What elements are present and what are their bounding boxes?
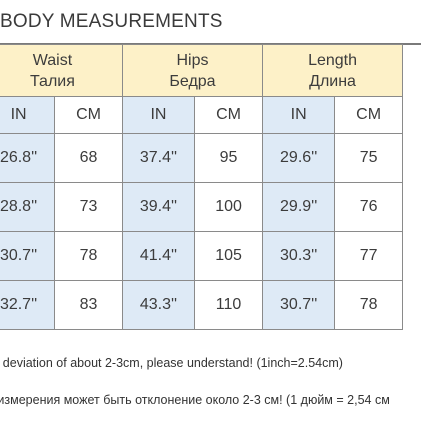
unit-cm: CM bbox=[194, 96, 264, 134]
column-header-en: Hips bbox=[176, 51, 209, 69]
waist-cm-cell: 78 bbox=[54, 231, 123, 281]
waist-in-cell: 30.7'' bbox=[0, 231, 56, 281]
deviation-note-ru: о измерения может быть отклонение около … bbox=[0, 393, 390, 407]
column-header-ru: Бедра bbox=[169, 72, 216, 90]
deviation-note-en: be a deviation of about 2-3cm, please un… bbox=[0, 356, 343, 370]
length-cm-cell: 76 bbox=[334, 182, 403, 232]
column-header-waist: Waist Талия bbox=[0, 44, 123, 97]
hips-in-cell: 39.4'' bbox=[121, 182, 196, 232]
table-row: 26.8'' 68 37.4'' 95 29.6'' 75 bbox=[0, 133, 403, 183]
unit-in: IN bbox=[262, 96, 336, 134]
table-row: 32.7'' 83 43.3'' 110 30.7'' 78 bbox=[0, 280, 403, 330]
unit-in: IN bbox=[121, 96, 196, 134]
length-cm-cell: 78 bbox=[334, 280, 403, 330]
length-in-cell: 29.6'' bbox=[262, 133, 336, 183]
column-header-en: Length bbox=[308, 51, 357, 69]
unit-cm: CM bbox=[54, 96, 123, 134]
length-cm-cell: 77 bbox=[334, 231, 403, 281]
table-row: 28.8'' 73 39.4'' 100 29.9'' 76 bbox=[0, 182, 403, 232]
waist-cm-cell: 73 bbox=[54, 182, 123, 232]
length-in-cell: 30.7'' bbox=[262, 280, 336, 330]
length-in-cell: 29.9'' bbox=[262, 182, 336, 232]
hips-in-cell: 41.4'' bbox=[121, 231, 196, 281]
column-header-ru: Длина bbox=[309, 72, 356, 90]
column-header-ru: Талия bbox=[30, 72, 75, 90]
unit-in: IN bbox=[0, 96, 56, 134]
table-row: 30.7'' 78 41.4'' 105 30.3'' 77 bbox=[0, 231, 403, 281]
unit-cm: CM bbox=[334, 96, 403, 134]
unit-row: IN CM IN CM IN CM bbox=[0, 96, 403, 134]
hips-in-cell: 43.3'' bbox=[121, 280, 196, 330]
waist-cm-cell: 83 bbox=[54, 280, 123, 330]
hips-in-cell: 37.4'' bbox=[121, 133, 196, 183]
hips-cm-cell: 105 bbox=[194, 231, 264, 281]
hips-cm-cell: 100 bbox=[194, 182, 264, 232]
column-header-en: Waist bbox=[32, 51, 73, 69]
measurements-table: Waist Талия Hips Бедра Length Длина IN C… bbox=[0, 44, 403, 330]
waist-cm-cell: 68 bbox=[54, 133, 123, 183]
column-header-hips: Hips Бедра bbox=[121, 44, 264, 97]
length-cm-cell: 75 bbox=[334, 133, 403, 183]
waist-in-cell: 26.8'' bbox=[0, 133, 56, 183]
waist-in-cell: 28.8'' bbox=[0, 182, 56, 232]
header-row: Waist Талия Hips Бедра Length Длина bbox=[0, 44, 403, 97]
length-in-cell: 30.3'' bbox=[262, 231, 336, 281]
hips-cm-cell: 110 bbox=[194, 280, 264, 330]
page-title: BODY MEASUREMENTS bbox=[0, 11, 223, 32]
hips-cm-cell: 95 bbox=[194, 133, 264, 183]
column-header-length: Length Длина bbox=[262, 44, 403, 97]
waist-in-cell: 32.7'' bbox=[0, 280, 56, 330]
